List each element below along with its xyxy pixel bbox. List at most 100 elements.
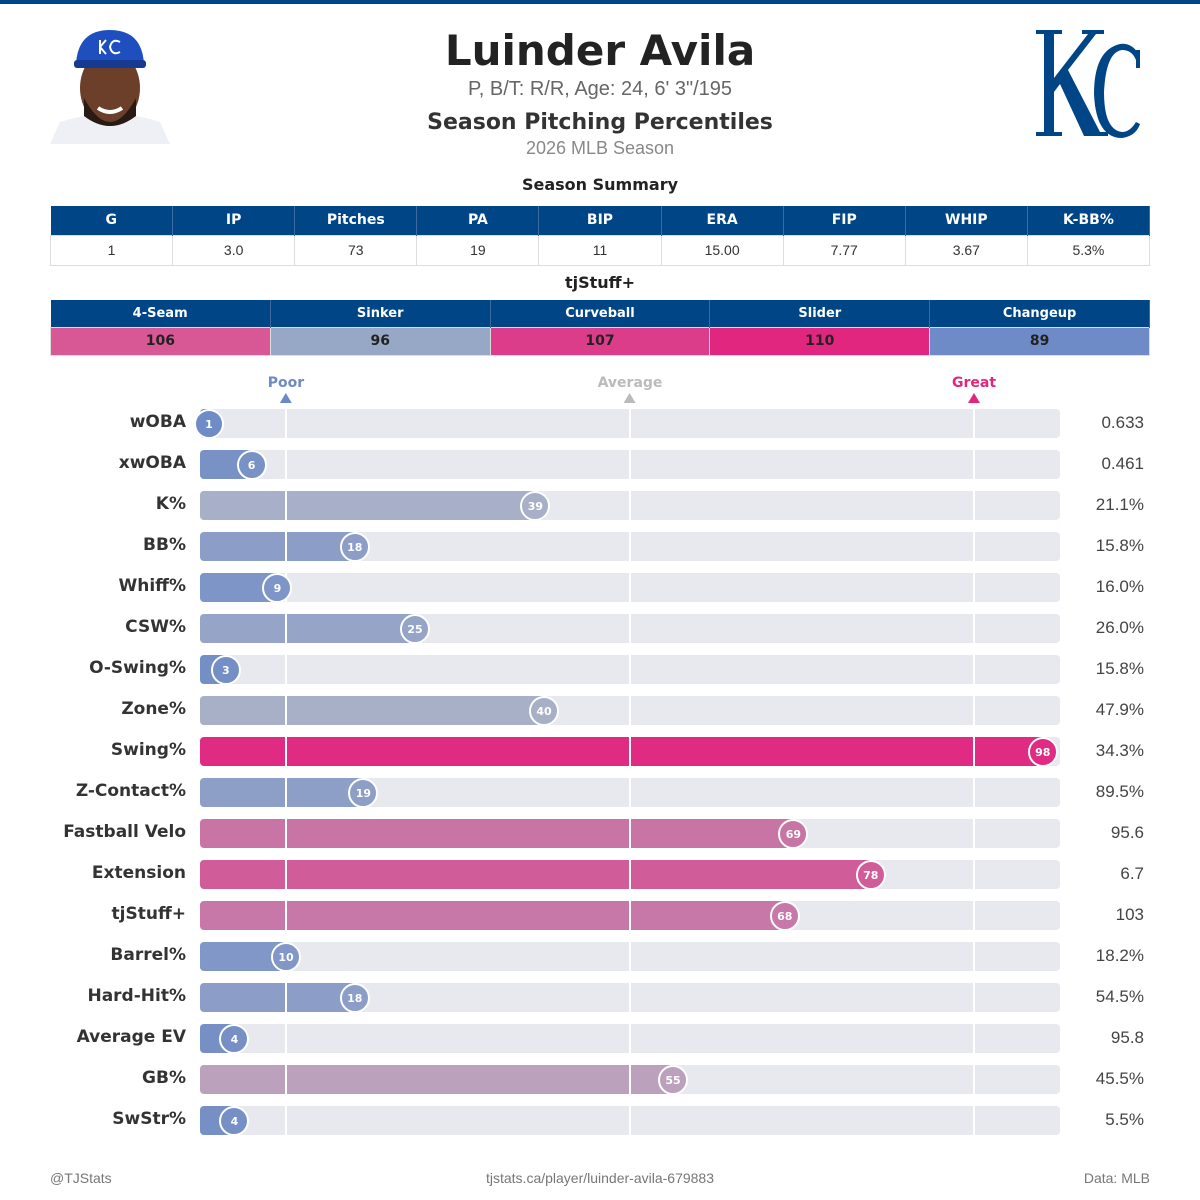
bar-track — [200, 655, 1060, 684]
percentile-dot: 98 — [1027, 737, 1058, 767]
reference-line — [285, 450, 287, 479]
pitch-tjstuff-value: 106 — [50, 326, 271, 356]
reference-line — [285, 1106, 287, 1135]
percentile-value: 25 — [407, 622, 423, 636]
season-label: 2026 MLB Season — [525, 138, 675, 158]
metric-row: GB% 55 45.5% — [0, 1065, 1200, 1095]
reference-line — [629, 450, 631, 479]
metric-value: 21.1% — [1095, 495, 1144, 514]
percentile-dot: 18 — [339, 532, 370, 562]
metric-row: Zone% 40 47.9% — [0, 696, 1200, 726]
reference-line — [285, 901, 287, 930]
metric-row: Z-Contact% 19 89.5% — [0, 778, 1200, 808]
percentile-value: 39 — [527, 499, 544, 513]
percentile-value: 68 — [777, 909, 793, 923]
reference-line — [629, 491, 631, 520]
reference-line — [629, 1065, 631, 1094]
bar-track — [200, 532, 1060, 561]
summary-header: ERA — [661, 206, 784, 235]
summary-header: Pitches — [294, 206, 418, 235]
metric-row: Whiff% 9 16.0% — [0, 573, 1200, 603]
metric-label: Z-Contact% — [75, 781, 186, 801]
reference-line — [629, 409, 631, 438]
percentile-dot: 3 — [210, 655, 241, 685]
summary-value: 19 — [416, 234, 540, 266]
reference-line — [629, 532, 631, 561]
reference-line — [973, 1065, 975, 1094]
percentile-value: 55 — [665, 1073, 681, 1087]
percentile-dot: 10 — [271, 942, 301, 972]
metric-row: Average EV 4 95.8 — [0, 1024, 1200, 1054]
footer-handle: @TJStats — [50, 1170, 112, 1186]
reference-line — [973, 450, 975, 479]
metric-value: 47.9% — [1095, 700, 1144, 719]
metric-label: Average EV — [76, 1027, 186, 1047]
bar-fill — [200, 532, 355, 561]
reference-line — [973, 819, 975, 848]
pitch-header: Slider — [709, 300, 931, 327]
footer-url[interactable]: tjstats.ca/player/luinder-avila-679883 — [485, 1170, 715, 1186]
reference-line — [285, 983, 287, 1012]
percentile-dot: 4 — [219, 1106, 250, 1136]
metric-value: 26.0% — [1095, 618, 1144, 637]
pitch-tjstuff-value: 110 — [709, 326, 931, 356]
percentile-dot: 18 — [339, 983, 370, 1013]
reference-line — [973, 983, 975, 1012]
metric-value: 54.5% — [1095, 987, 1144, 1006]
metric-label: Extension — [91, 863, 186, 883]
reference-line — [973, 860, 975, 889]
reference-line — [973, 655, 975, 684]
summary-header: BIP — [538, 206, 662, 235]
tjstuff-table: 4-Seam Sinker Curveball Slider Changeup 106 96… — [50, 300, 1150, 356]
metric-value: 103 — [1115, 905, 1144, 924]
percentile-value: 4 — [230, 1032, 239, 1046]
metric-label: tjStuff+ — [111, 904, 186, 924]
reference-line — [285, 1065, 287, 1094]
team-logo — [1036, 30, 1140, 138]
bar-track — [200, 491, 1060, 520]
reference-line — [629, 655, 631, 684]
metric-value: 15.8% — [1095, 659, 1144, 678]
bar-fill — [200, 860, 871, 889]
reference-line — [285, 737, 287, 766]
metric-row: Hard-Hit% 18 54.5% — [0, 983, 1200, 1013]
tjstuff-title: tjStuff+ — [564, 273, 636, 292]
reference-line — [973, 409, 975, 438]
reference-line — [285, 696, 287, 725]
reference-line — [285, 491, 287, 520]
reference-line — [629, 778, 631, 807]
percentile-value: 4 — [230, 1114, 239, 1128]
marker-great: Great — [952, 375, 996, 403]
player-info: P, B/T: R/R, Age: 24, 6' 3"/195 — [467, 78, 733, 100]
reference-line — [629, 737, 631, 766]
metric-row: Fastball Velo 69 95.6 — [0, 819, 1200, 849]
bar-track — [200, 409, 1060, 438]
top-bar — [0, 0, 1200, 4]
metric-label: Hard-Hit% — [87, 986, 186, 1006]
reference-line — [973, 532, 975, 561]
percentile-dot: 25 — [400, 614, 430, 644]
metric-label: xwOBA — [118, 453, 186, 473]
reference-line — [973, 901, 975, 930]
metric-value: 15.8% — [1095, 536, 1144, 555]
summary-header: WHIP — [905, 206, 1028, 235]
metric-row: wOBA 1 0.633 — [0, 409, 1200, 439]
bar-track — [200, 778, 1060, 807]
bar-fill — [200, 614, 415, 643]
percentile-dot: 19 — [348, 778, 379, 808]
percentile-value: 3 — [221, 663, 230, 677]
percentile-dot: 1 — [194, 409, 224, 439]
bar-fill — [200, 778, 364, 807]
reference-line — [973, 1106, 975, 1135]
metric-label: Zone% — [121, 699, 186, 719]
metric-value: 0.633 — [1101, 413, 1144, 432]
reference-line — [973, 778, 975, 807]
reference-line — [285, 1024, 287, 1053]
season-summary-table: G IP Pitches PA BIP ERA FIP WHIP K-BB% 1 3.0 73 19 11… — [49, 206, 1151, 266]
pitch-tjstuff-value: 107 — [489, 326, 711, 356]
bar-fill — [200, 737, 1043, 766]
reference-line — [973, 942, 975, 971]
reference-line — [973, 491, 975, 520]
summary-header: FIP — [783, 206, 906, 235]
percentile-dot: 68 — [769, 901, 800, 931]
